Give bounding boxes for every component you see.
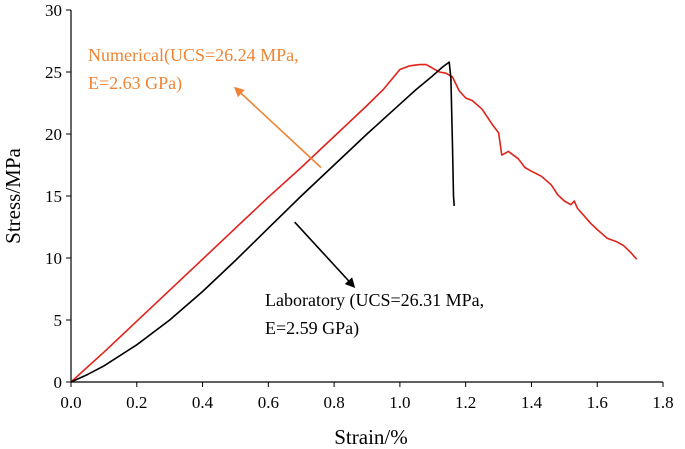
x-tick-label: 0.4 bbox=[192, 393, 214, 412]
laboratory-curve-line bbox=[70, 61, 455, 383]
x-tick-label: 1.6 bbox=[587, 393, 608, 412]
x-tick-label: 0.8 bbox=[323, 393, 344, 412]
x-tick-label: 0.0 bbox=[60, 393, 81, 412]
y-axis-title: Stress/MPa bbox=[1, 147, 25, 243]
y-tick-label: 10 bbox=[45, 249, 62, 268]
y-ticks: 0 5 10 15 20 25 30 bbox=[45, 1, 71, 392]
annotation-line-1: Laboratory (UCS=26.31 MPa, bbox=[265, 290, 484, 311]
y-tick-label: 5 bbox=[54, 311, 63, 330]
axes bbox=[70, 10, 663, 383]
annotation-arrow bbox=[233, 86, 322, 169]
y-tick-label: 25 bbox=[45, 63, 62, 82]
x-tick-label: 0.6 bbox=[258, 393, 279, 412]
annotation-line-2: E=2.59 GPa) bbox=[265, 318, 359, 339]
x-tick-label: 1.2 bbox=[455, 393, 476, 412]
data-series bbox=[70, 61, 638, 383]
y-tick-label: 20 bbox=[45, 125, 62, 144]
x-tick-label: 1.8 bbox=[652, 393, 673, 412]
y-tick-label: 15 bbox=[45, 187, 62, 206]
x-axis-title: Strain/% bbox=[334, 425, 408, 449]
annotation-arrow bbox=[294, 221, 356, 288]
x-ticks: 0.0 0.2 0.4 0.6 0.8 1.0 1.2 1.4 1.6 1.8 bbox=[60, 382, 674, 412]
annotation-line-2: E=2.63 GPa) bbox=[88, 73, 182, 94]
numerical-annotation: Numerical(UCS=26.24 MPa, E=2.63 GPa) bbox=[88, 45, 322, 169]
x-tick-label: 1.0 bbox=[389, 393, 410, 412]
laboratory-annotation: Laboratory (UCS=26.31 MPa, E=2.59 GPa) bbox=[265, 221, 484, 339]
y-tick-label: 0 bbox=[54, 373, 63, 392]
x-tick-label: 1.4 bbox=[521, 393, 543, 412]
x-tick-label: 0.2 bbox=[126, 393, 147, 412]
annotation-line-1: Numerical(UCS=26.24 MPa, bbox=[88, 45, 299, 66]
y-tick-label: 30 bbox=[45, 1, 62, 20]
annotations: Numerical(UCS=26.24 MPa, E=2.63 GPa) Labor… bbox=[88, 45, 484, 339]
numerical-curve-line bbox=[70, 63, 638, 383]
